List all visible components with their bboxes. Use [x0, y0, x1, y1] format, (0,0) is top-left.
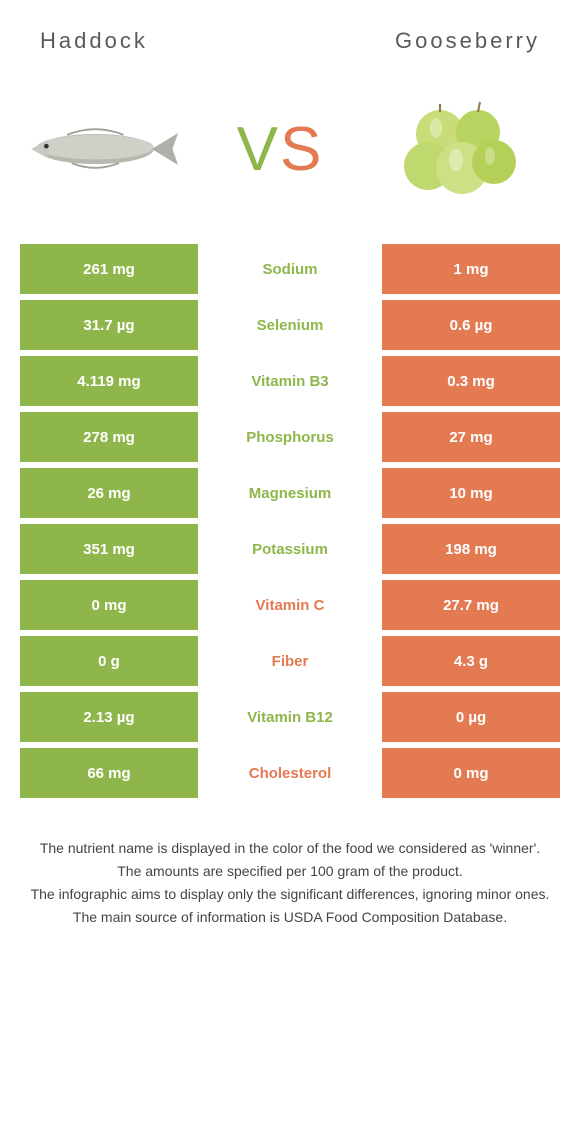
- value-left: 278 mg: [20, 412, 198, 462]
- vs-s: S: [280, 114, 323, 185]
- table-row: 26 mgMagnesium10 mg: [20, 468, 560, 518]
- gooseberry-image: [380, 94, 540, 204]
- value-left: 2.13 µg: [20, 692, 198, 742]
- table-row: 0 gFiber4.3 g: [20, 636, 560, 686]
- table-row: 261 mgSodium1 mg: [20, 244, 560, 294]
- nutrient-label: Cholesterol: [198, 748, 382, 798]
- nutrient-label: Potassium: [198, 524, 382, 574]
- value-right: 0.3 mg: [382, 356, 560, 406]
- value-left: 351 mg: [20, 524, 198, 574]
- value-right: 1 mg: [382, 244, 560, 294]
- value-right: 0.6 µg: [382, 300, 560, 350]
- table-row: 2.13 µgVitamin B120 µg: [20, 692, 560, 742]
- nutrient-label: Sodium: [198, 244, 382, 294]
- haddock-image: [20, 94, 180, 204]
- value-right: 10 mg: [382, 468, 560, 518]
- nutrient-label: Vitamin B3: [198, 356, 382, 406]
- table-row: 66 mgCholesterol0 mg: [20, 748, 560, 798]
- header: Haddock Gooseberry: [0, 0, 580, 54]
- footer-line-1: The nutrient name is displayed in the co…: [30, 838, 550, 859]
- value-right: 27.7 mg: [382, 580, 560, 630]
- table-row: 351 mgPotassium198 mg: [20, 524, 560, 574]
- nutrient-label: Phosphorus: [198, 412, 382, 462]
- value-left: 0 g: [20, 636, 198, 686]
- footer-line-4: The main source of information is USDA F…: [30, 907, 550, 928]
- table-row: 4.119 mgVitamin B30.3 mg: [20, 356, 560, 406]
- value-right: 198 mg: [382, 524, 560, 574]
- value-right: 27 mg: [382, 412, 560, 462]
- title-right: Gooseberry: [395, 28, 540, 54]
- nutrient-label: Selenium: [198, 300, 382, 350]
- value-right: 4.3 g: [382, 636, 560, 686]
- nutrient-label: Magnesium: [198, 468, 382, 518]
- nutrient-label: Vitamin C: [198, 580, 382, 630]
- footer-notes: The nutrient name is displayed in the co…: [30, 838, 550, 928]
- value-right: 0 µg: [382, 692, 560, 742]
- footer-line-2: The amounts are specified per 100 gram o…: [30, 861, 550, 882]
- title-left: Haddock: [40, 28, 148, 54]
- value-left: 0 mg: [20, 580, 198, 630]
- value-left: 66 mg: [20, 748, 198, 798]
- value-left: 261 mg: [20, 244, 198, 294]
- footer-line-3: The infographic aims to display only the…: [30, 884, 550, 905]
- value-left: 4.119 mg: [20, 356, 198, 406]
- table-row: 0 mgVitamin C27.7 mg: [20, 580, 560, 630]
- vs-v: V: [237, 114, 280, 185]
- table-row: 278 mgPhosphorus27 mg: [20, 412, 560, 462]
- vs-label: VS: [237, 114, 324, 185]
- value-left: 26 mg: [20, 468, 198, 518]
- hero: VS: [0, 64, 580, 234]
- value-right: 0 mg: [382, 748, 560, 798]
- nutrient-table: 261 mgSodium1 mg 31.7 µgSelenium0.6 µg 4.1…: [20, 244, 560, 798]
- table-row: 31.7 µgSelenium0.6 µg: [20, 300, 560, 350]
- value-left: 31.7 µg: [20, 300, 198, 350]
- nutrient-label: Vitamin B12: [198, 692, 382, 742]
- nutrient-label: Fiber: [198, 636, 382, 686]
